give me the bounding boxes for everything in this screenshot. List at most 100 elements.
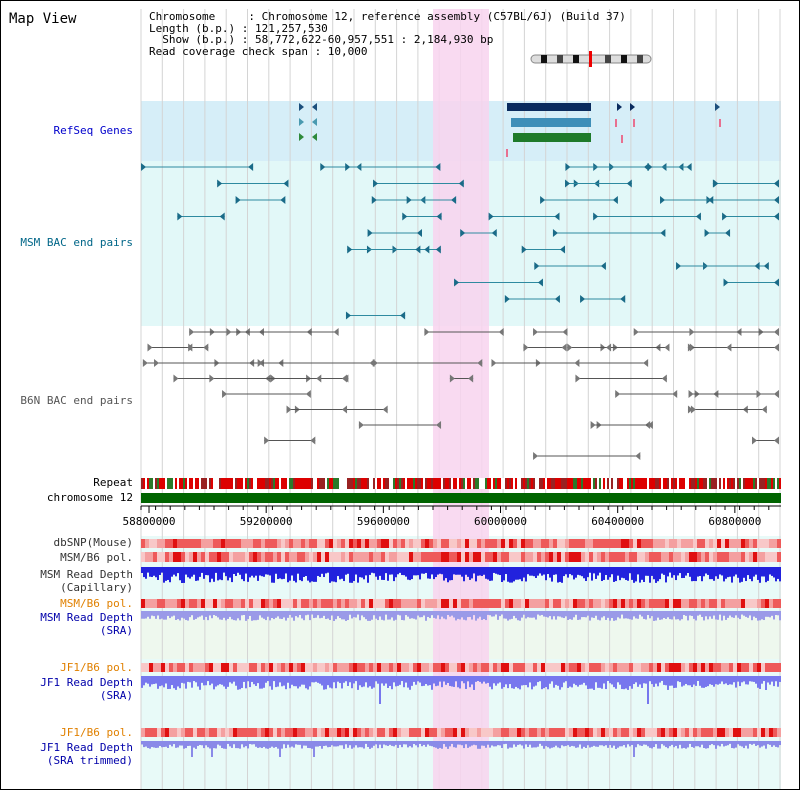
msm-depth-sra-bar [151, 611, 153, 616]
b6n-bac-label[interactable]: B6N BAC end pairs [20, 394, 133, 407]
msm-depth-capillary-bar [311, 567, 313, 582]
jf1-b6-pol-strip [405, 663, 409, 672]
jf1-b6-pol-strip-2 [369, 728, 373, 737]
msm-depth-sra-bar [265, 611, 267, 621]
repeat-segment [581, 478, 583, 489]
chromosome-ideogram[interactable] [530, 51, 652, 67]
show-range-line: Show (b.p.) : 58,772,622-60,957,551 : 2,… [149, 33, 494, 46]
msm-depth-capillary-bar [459, 567, 461, 575]
refseq-genes-track[interactable] [299, 103, 721, 157]
msm-b6-pol-strip-2 [409, 599, 413, 608]
msm-b6-pol-strip-2 [773, 599, 777, 608]
msm-b6-pol-strip [629, 552, 633, 562]
msm-depth-sra-bar [405, 611, 407, 616]
repeat-segment [777, 478, 779, 489]
repeat-segment [367, 478, 369, 489]
msm-depth-sra-bar [289, 611, 291, 615]
msm-bac-label[interactable]: MSM BAC end pairs [20, 236, 133, 249]
b6n-bac-end-pairs-track[interactable] [142, 328, 779, 460]
msm-b6-pol-strip [169, 552, 173, 562]
msm-depth-capillary-bar [345, 567, 347, 575]
jf1-depth-trimmed-bar [727, 741, 729, 746]
jf1-b6-pol-strip [449, 663, 453, 672]
msm-depth-capillary-bar [449, 567, 451, 581]
jf1-b6-pol-strip-2 [773, 728, 777, 737]
jf1-b6-pol-strip [713, 663, 717, 672]
jf1-b6-pol-strip-2 [325, 728, 329, 737]
dbsnp-strip [465, 539, 469, 548]
msm-depth-sra-bar [211, 611, 213, 619]
msm-depth-sra-bar [429, 611, 431, 619]
jf1-b6-pol-strip-2 [333, 728, 337, 737]
msm-depth-sra-bar [599, 611, 601, 621]
msm-b6-pol-strip [393, 552, 397, 562]
dbsnp-strip [593, 539, 597, 548]
jf1-depth-trimmed-bar [205, 741, 207, 746]
repeat-segment [253, 478, 255, 489]
msm-b6-pol-strip [413, 552, 417, 562]
dbsnp-strip [653, 539, 657, 548]
jf1-depth-sra-bar [595, 676, 597, 683]
jf1-depth-trimmed-bar [549, 741, 551, 749]
b6n-bac-pair-end [203, 343, 209, 352]
msm-b6-pol-strip-2 [553, 599, 557, 608]
dbsnp-strip [261, 539, 265, 548]
jf1-depth-trimmed-bar [707, 741, 709, 749]
page-title: Map View [9, 11, 77, 27]
jf1-b6-pol-strip [765, 663, 769, 672]
repeat-segment [317, 478, 319, 489]
msm-b6-pol-strip-2 [201, 599, 205, 608]
repeat-segment [689, 478, 691, 489]
jf1-depth-trimmed-bar [621, 741, 623, 747]
jf1-depth-trimmed-bar [437, 741, 439, 749]
jf1-depth-trimmed-bar [351, 741, 353, 749]
msm-bac-pair-end [406, 196, 412, 204]
dbsnp-strip [281, 539, 285, 548]
msm-depth-sra-bar [561, 611, 563, 618]
jf1-depth-trimmed-bar [369, 741, 371, 749]
repeat-segment [361, 478, 363, 489]
jf1-depth-sra-bar [683, 676, 685, 686]
repeat-segment [707, 478, 709, 489]
msm-depth-sra-bar [577, 611, 579, 620]
msm-depth-capillary-bar [633, 567, 635, 583]
msm-b6-pol-strip [497, 552, 501, 562]
msm-depth-sra-bar [431, 611, 433, 616]
msm-depth-capillary-bar [469, 567, 471, 580]
repeat-segment [297, 478, 299, 489]
msm-depth-capillary-bar [367, 567, 369, 583]
jf1-b6-pol-strip-2 [177, 728, 181, 737]
repeat-segment [289, 478, 291, 489]
jf1-depth-trimmed-bar [517, 741, 519, 745]
msm-depth-capillary-bar [399, 567, 401, 573]
jf1-depth-sra-bar [473, 676, 475, 690]
repeat-segment [165, 478, 167, 489]
msm-b6-pol-strip [777, 552, 781, 562]
msm-depth-sra-bar [447, 611, 449, 615]
repeat-segment [235, 478, 237, 489]
msm-depth-capillary-bar [189, 567, 191, 579]
msm-depth-sra-bar [245, 611, 247, 621]
msm-depth-capillary-bar [495, 567, 497, 574]
msm-depth-capillary-bar [593, 567, 595, 574]
msm-b6-pol-strip [369, 552, 373, 562]
msm-bac-end-pairs-track[interactable] [141, 163, 779, 320]
msm-depth-sra-bar [319, 611, 321, 619]
msm-bac-pair-end [704, 229, 710, 237]
jf1-depth-trimmed-label-2: (SRA trimmed) [46, 754, 133, 767]
b6n-bac-pair-end [774, 343, 779, 352]
msm-depth-sra-bar [361, 611, 363, 616]
msm-depth-sra-bar [277, 611, 279, 617]
jf1-depth-sra-bar [405, 676, 407, 683]
jf1-depth-sra-bar [379, 676, 381, 704]
msm-depth-capillary-bar [141, 567, 143, 574]
jf1-depth-trimmed-bar [421, 741, 423, 747]
msm-depth-capillary-bar [731, 567, 733, 583]
repeat-segment [479, 478, 481, 489]
jf1-depth-sra-bar [447, 676, 449, 683]
repeat-segment [383, 478, 385, 489]
repeat-segment [497, 478, 499, 489]
msm-depth-capillary-bar [299, 567, 301, 581]
refseq-genes-label[interactable]: RefSeq Genes [53, 124, 133, 137]
